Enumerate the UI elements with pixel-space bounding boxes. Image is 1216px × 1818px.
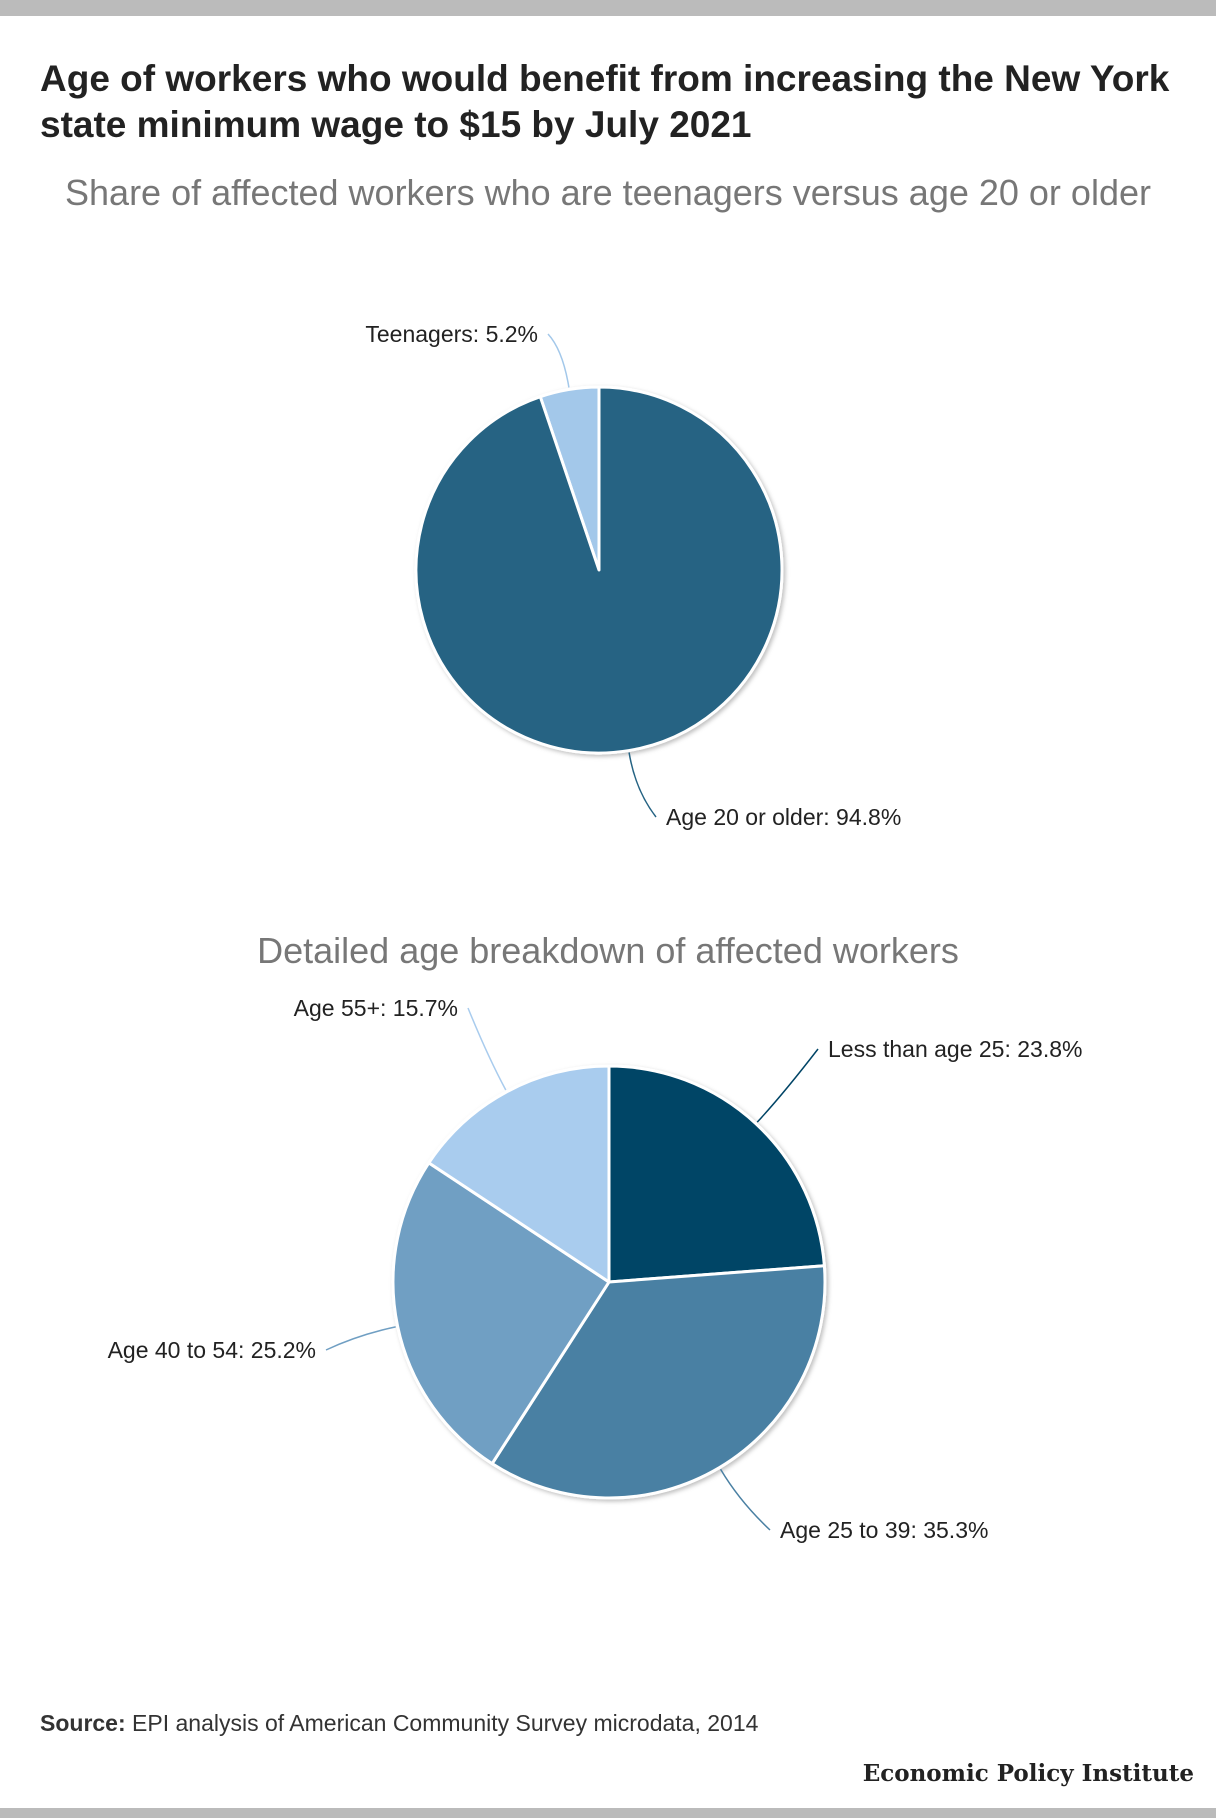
top-border xyxy=(0,0,1216,16)
data-label-teenagers: Teenagers: 5.2% xyxy=(365,321,538,347)
pie-slice-age-25-to-39 xyxy=(490,1264,827,1500)
data-label-age-40-to-54: Age 40 to 54: 25.2% xyxy=(108,1337,316,1363)
pie2-subtitle: Detailed age breakdown of affected worke… xyxy=(257,930,959,971)
leader-line-less-than-age-25 xyxy=(756,1048,819,1123)
pie-slice-age-20-or-older xyxy=(414,385,784,755)
pie1-subtitle: Share of affected workers who are teenag… xyxy=(65,172,1151,213)
leader-line-teenagers xyxy=(547,333,570,388)
source-label: Source: xyxy=(40,1710,126,1736)
source-note: Source: EPI analysis of American Communi… xyxy=(40,1710,758,1737)
pie-slice-less-than-age-25 xyxy=(607,1064,826,1284)
source-text: EPI analysis of American Community Surve… xyxy=(125,1710,759,1736)
pie-chart-age-breakdown: Less than age 25: 23.8% Age 25 to 39: 35.… xyxy=(108,995,1083,1543)
epi-logo: Economic Policy Institute xyxy=(862,1760,1194,1787)
data-label-age-20-or-older: Age 20 or older: 94.8% xyxy=(666,804,901,830)
pie-slice-age-55 xyxy=(427,1064,611,1284)
data-label-age-25-to-39: Age 25 to 39: 35.3% xyxy=(780,1517,988,1543)
data-label-age-55: Age 55+: 15.7% xyxy=(294,995,458,1021)
leader-line-age-55 xyxy=(467,1007,507,1091)
leader-line-age-40-to-54 xyxy=(325,1326,396,1351)
pie-slice-age-40-to-54 xyxy=(391,1161,611,1466)
leader-line-age-20-or-older xyxy=(628,752,657,818)
data-label-less-than-age-25: Less than age 25: 23.8% xyxy=(828,1036,1082,1062)
leader-line-age-25-to-39 xyxy=(719,1468,771,1531)
bottom-border xyxy=(0,1808,1216,1818)
chart-title: Age of workers who would benefit from in… xyxy=(40,58,1170,145)
pie-chart-teen-vs-adult: Teenagers: 5.2% Age 20 or older: 94.8% xyxy=(365,321,901,830)
